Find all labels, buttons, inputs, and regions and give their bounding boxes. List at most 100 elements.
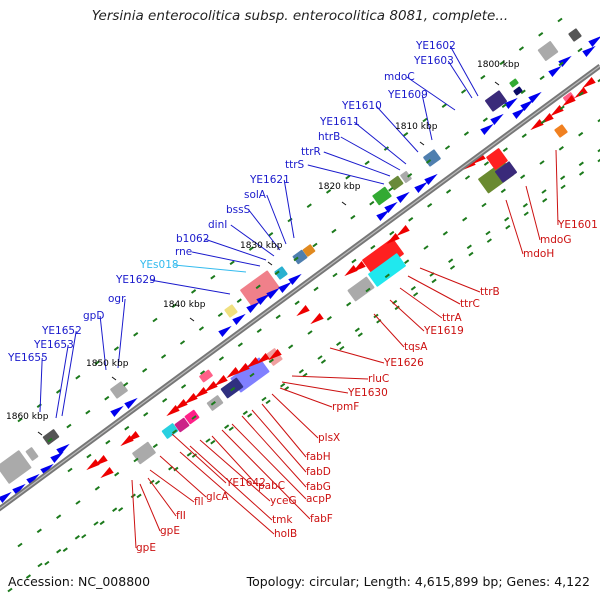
minus-label-leader — [147, 477, 177, 517]
tick-row — [389, 230, 395, 236]
gene-block — [537, 41, 559, 61]
minus-strand-arrow — [344, 265, 358, 277]
gene-block — [554, 124, 568, 138]
plus-label-leader — [449, 45, 479, 97]
plus-strand-arrow — [424, 173, 438, 185]
minus-strand-label: YE1626 — [383, 357, 424, 369]
plus-strand-arrow — [26, 473, 40, 485]
tick-row — [124, 425, 130, 431]
tick-row — [350, 214, 356, 220]
tick-row — [410, 286, 416, 291]
tick-row — [99, 520, 105, 526]
tick-row — [67, 467, 73, 473]
plus-strand-label: mdoC — [384, 71, 415, 83]
minus-strand-label: fII — [176, 510, 186, 522]
tick-row — [408, 216, 414, 222]
tick-row — [597, 118, 600, 123]
scale-tick-mark — [341, 201, 347, 206]
plus-strand-arrow — [396, 191, 410, 203]
gene-block — [495, 161, 517, 183]
minus-strand-arrow — [214, 375, 228, 387]
minus-strand-arrow — [550, 105, 564, 117]
plus-strand-arrow — [218, 325, 232, 337]
minus-strand-arrow — [120, 435, 134, 447]
plus-label-leader — [375, 105, 419, 153]
tick-row — [17, 417, 23, 423]
tick-row — [404, 259, 410, 264]
gene-block — [110, 381, 128, 399]
gene-block — [0, 450, 32, 484]
minus-label-leader — [261, 403, 307, 458]
tick-row — [242, 410, 248, 416]
gene-block — [161, 423, 179, 439]
minus-strand-arrow — [226, 367, 240, 379]
tick-row — [578, 171, 585, 176]
minus-strand-arrow — [472, 153, 486, 165]
tick-row — [218, 356, 225, 361]
tick-row — [483, 161, 490, 166]
minus-strand-label: glcA — [206, 491, 229, 503]
tick-row — [482, 117, 488, 122]
plus-strand-label: YE1610 — [341, 100, 382, 112]
tick-row — [294, 300, 300, 306]
plus-strand-label: YE1609 — [387, 89, 428, 101]
scale-ticks: 1800 kbp 1810 kbp 1820 kbp 1830 kbp 1840 kbp… — [6, 60, 520, 436]
tick-row — [230, 386, 236, 392]
tick-row — [578, 131, 584, 137]
scale-tick-mark — [111, 376, 117, 381]
gene-block — [224, 304, 238, 318]
tick-row — [75, 500, 81, 505]
minus-label-leader — [149, 469, 195, 503]
plus-label-leader — [406, 76, 456, 111]
plus-strand-arrow — [520, 99, 534, 111]
gene-block — [368, 253, 406, 287]
tick-row — [480, 74, 486, 80]
plus-strand-arrow — [266, 287, 280, 299]
minus-label-leader — [231, 423, 307, 500]
tick-row — [481, 202, 487, 208]
minus-strand-label: pabC — [258, 480, 285, 492]
plus-strand-label: YEs018 — [139, 259, 179, 271]
tick-row — [317, 355, 323, 360]
minus-label-leader — [279, 387, 333, 408]
minus-label-leader — [291, 375, 369, 380]
tick-row — [466, 244, 472, 250]
tick-row — [502, 147, 508, 152]
minus-label-leader — [251, 409, 307, 473]
tick-row — [557, 17, 563, 23]
minus-strand-arrow — [574, 87, 588, 99]
tick-row — [56, 514, 62, 519]
tick-row — [123, 381, 129, 387]
tick-row — [522, 203, 528, 208]
tick-row — [62, 547, 68, 552]
plus-strand-label: YE1653 — [33, 339, 74, 351]
gene-block — [568, 28, 582, 42]
topology-text: Topology: circular; Length: 4,615,899 bp… — [246, 574, 590, 589]
tick-row — [520, 174, 526, 179]
tick-row — [191, 415, 197, 420]
plus-strand-arrow — [588, 35, 600, 47]
plus-label-leader — [266, 194, 287, 245]
tick-row — [578, 161, 584, 167]
minus-label-leader — [199, 439, 271, 502]
tick-row — [339, 345, 345, 351]
gene-block — [423, 149, 441, 167]
plus-strand-label: rne — [175, 246, 192, 258]
tick-row — [407, 173, 413, 178]
tick-row — [149, 479, 155, 485]
plus-strand-arrow — [124, 397, 138, 409]
plus-strand-label: dinI — [208, 219, 227, 231]
tick-row — [162, 398, 168, 403]
backbone-layer — [0, 17, 600, 593]
tick-row — [7, 587, 13, 593]
tick-row — [346, 301, 352, 307]
tick-row — [425, 159, 432, 164]
plus-strand-label: YE1629 — [115, 274, 156, 286]
tick-row — [44, 560, 50, 566]
tick-row — [173, 466, 179, 472]
plus-strand-label: solA — [244, 189, 267, 201]
gene-block — [25, 447, 39, 461]
tick-row — [210, 439, 216, 445]
tick-row — [370, 244, 376, 250]
minus-label-leader — [171, 433, 227, 484]
